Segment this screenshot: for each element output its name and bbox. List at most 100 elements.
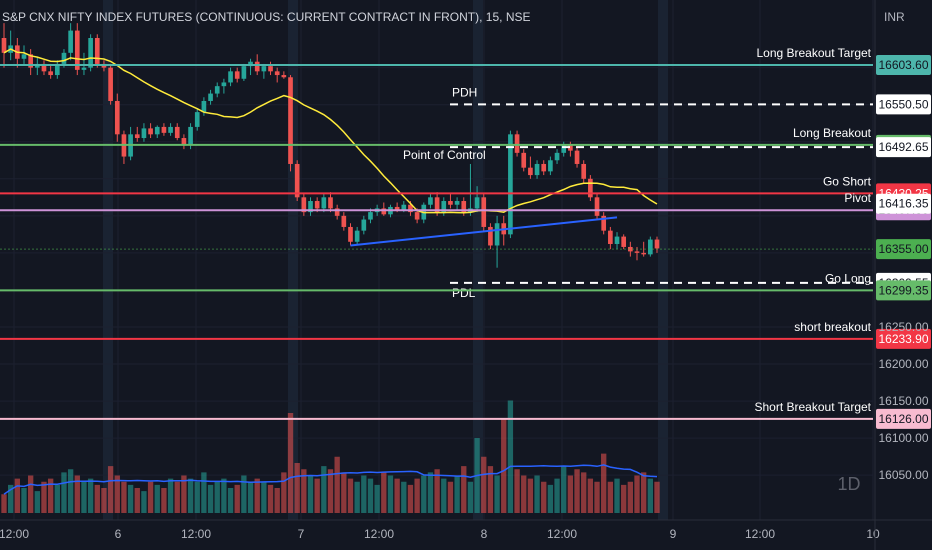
volume-bar — [14, 478, 20, 513]
volume-bars — [1, 400, 660, 513]
volume-bar — [167, 478, 174, 513]
volume-bar — [587, 478, 594, 513]
level-label: short breakout — [794, 320, 871, 334]
candle-body — [108, 67, 113, 101]
volume-bar — [654, 481, 660, 513]
volume-bar — [627, 481, 634, 513]
volume-bar — [227, 488, 234, 513]
candle-body — [654, 239, 660, 249]
candle-body — [334, 208, 340, 216]
candle-body — [414, 212, 420, 220]
trendline — [350, 216, 618, 247]
volume-bar — [387, 475, 394, 513]
volume-bar — [321, 466, 327, 513]
price-badge-label: 16355.00 — [878, 242, 928, 256]
price-badge — [876, 408, 931, 429]
volume-bar — [547, 484, 554, 513]
volume-bar — [127, 484, 134, 513]
volume-bar — [274, 488, 280, 513]
candle-body — [141, 128, 147, 139]
volume-bar — [94, 484, 100, 513]
candle-body — [454, 201, 460, 205]
candle-body — [381, 208, 387, 215]
x-tick-label: 12:00 — [745, 527, 775, 541]
volume-bar — [354, 481, 360, 513]
candle-body — [594, 197, 600, 216]
volume-bar — [307, 475, 314, 513]
candle-body — [588, 178, 593, 198]
volume-bar — [481, 456, 487, 513]
volume-bar — [314, 478, 320, 513]
volume-bar — [254, 478, 260, 513]
volume-bar — [201, 472, 207, 513]
volume-bar — [1, 494, 7, 513]
volume-bar — [427, 472, 434, 513]
volume-bar — [334, 456, 340, 513]
candle-body — [408, 204, 413, 213]
candle-body — [301, 197, 307, 213]
candle-body — [534, 163, 540, 176]
price-badge — [876, 328, 931, 349]
volume-bar — [401, 481, 407, 513]
y-tick-label: 16100.00 — [878, 431, 928, 445]
volume-bar — [214, 481, 220, 513]
candle-body — [54, 63, 60, 76]
volume-bar — [454, 475, 460, 513]
volume-bar — [121, 481, 127, 513]
price-badge — [876, 280, 931, 301]
currency-label[interactable]: INR — [884, 10, 905, 24]
session-separator — [473, 0, 483, 520]
candle-body — [508, 134, 513, 235]
volume-bar — [87, 478, 94, 513]
volume-bar — [174, 481, 180, 513]
x-tick-label: 7 — [298, 527, 305, 541]
x-tick-label: 12:00 — [181, 527, 211, 541]
candle-body — [554, 152, 560, 161]
chart-title: S&P CNX NIFTY INDEX FUTURES (CONTINUOUS:… — [2, 10, 531, 24]
volume-bar — [367, 478, 374, 513]
annotation-point-of-control: Point of Control — [403, 148, 486, 162]
volume-bar — [634, 475, 640, 513]
volume-bar — [327, 469, 334, 513]
price-badge — [876, 94, 931, 115]
candle-body — [234, 71, 240, 79]
candle-body — [174, 126, 180, 139]
volume-bar — [561, 466, 567, 513]
candle-body — [68, 30, 73, 53]
candle-body — [314, 201, 320, 209]
level-label: Go Short — [823, 174, 872, 188]
candle-body — [561, 145, 567, 153]
candle-body — [434, 197, 440, 213]
candle-body — [221, 82, 227, 87]
volume-bar — [47, 478, 54, 513]
candle-body — [521, 152, 527, 168]
volume-bar — [281, 472, 287, 513]
candle-body — [201, 100, 207, 113]
candle-body — [568, 145, 573, 151]
volume-bar — [394, 478, 400, 513]
volume-bar — [527, 478, 534, 513]
volume-bar — [647, 478, 654, 513]
volume-bar — [461, 466, 467, 513]
candle-body — [214, 86, 220, 94]
candle-body — [274, 71, 280, 76]
candle-body — [261, 66, 267, 72]
x-tick-label: 12:00 — [0, 527, 29, 541]
candle-body — [368, 212, 373, 220]
volume-bar — [221, 478, 227, 513]
candle-body — [41, 63, 47, 72]
candle-body — [601, 215, 607, 231]
volume-bar — [54, 484, 60, 513]
level-label: Short Breakout Target — [754, 400, 871, 414]
candle-body — [641, 252, 647, 255]
candle-body — [441, 201, 447, 213]
volume-bar — [407, 484, 414, 513]
volume-bar — [261, 481, 267, 513]
candle-body — [254, 61, 260, 72]
candle-body — [208, 93, 213, 101]
volume-bar — [507, 400, 514, 513]
volume-bar — [494, 475, 500, 513]
volume-bar — [194, 481, 200, 513]
candle-body — [614, 236, 620, 244]
